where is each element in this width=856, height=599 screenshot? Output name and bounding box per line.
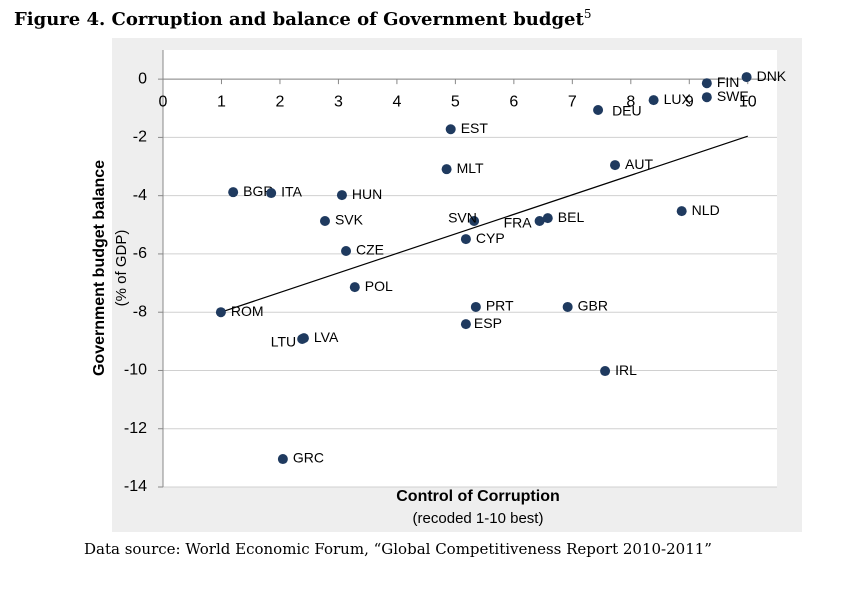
x-tick-label: 9	[685, 93, 694, 110]
point-label: BEL	[558, 209, 585, 225]
point	[542, 213, 553, 224]
point-label: GBR	[578, 298, 608, 314]
point	[676, 206, 687, 217]
point	[298, 333, 309, 344]
point	[701, 78, 712, 89]
point	[215, 307, 226, 318]
x-tick-label: 2	[275, 93, 284, 110]
point	[701, 92, 712, 103]
point	[470, 301, 481, 312]
x-tick-label: 6	[509, 93, 518, 110]
x-tick-label: 8	[626, 93, 635, 110]
plot-area	[163, 50, 777, 487]
x-tick-label: 1	[217, 93, 226, 110]
x-tick-label: 0	[159, 93, 168, 110]
y-axis-sublabel: (% of GDP)	[113, 230, 130, 307]
point-label: SVN	[448, 210, 477, 226]
y-axis-label: Government budget balance	[91, 160, 108, 376]
point	[445, 124, 456, 135]
point-label: LUX	[664, 91, 692, 107]
point-label: LTU	[271, 334, 296, 350]
point	[469, 216, 480, 227]
point	[319, 216, 330, 227]
y-tick-label: -4	[133, 187, 147, 204]
x-axis-label: Control of Corruption	[396, 488, 560, 505]
point-label: FRA	[504, 215, 533, 231]
point-label: LVA	[314, 329, 339, 345]
point	[341, 246, 352, 257]
point-label: AUT	[625, 156, 653, 172]
point-label: SVK	[335, 212, 364, 228]
point	[534, 216, 545, 227]
point	[349, 282, 360, 293]
point-label: BGR	[243, 183, 273, 199]
y-tick-label: -12	[124, 420, 147, 437]
x-tick-label: 7	[568, 93, 577, 110]
y-tick-label: -6	[133, 245, 147, 262]
x-tick-label: 5	[451, 93, 460, 110]
point-label: DEU	[612, 103, 642, 119]
point	[610, 160, 621, 171]
point-label: EST	[461, 120, 489, 136]
y-tick-label: -2	[133, 129, 147, 146]
point	[460, 319, 471, 330]
point	[741, 72, 752, 83]
y-tick-label: 0	[138, 70, 147, 87]
point-label: MLT	[457, 160, 484, 176]
point-label: HUN	[352, 186, 382, 202]
y-tick-label: -8	[133, 303, 147, 320]
point	[648, 95, 659, 106]
y-tick-label: -10	[124, 362, 147, 379]
point	[336, 190, 347, 201]
point	[228, 187, 239, 198]
x-tick-label: 3	[334, 93, 343, 110]
point-label: GRC	[293, 450, 324, 466]
point-label: NLD	[692, 202, 720, 218]
point-label: CZE	[356, 242, 384, 258]
point	[266, 188, 277, 199]
point-label: SWE	[717, 88, 749, 104]
source: Data source: World Economic Forum, “Glob…	[84, 540, 712, 558]
point-label: POL	[365, 278, 393, 294]
title-footnote: 5	[584, 7, 592, 21]
point	[562, 301, 573, 312]
x-tick-label: 10	[739, 93, 757, 110]
x-tick-label: 4	[392, 93, 401, 110]
point-label: PRT	[486, 298, 514, 314]
point-label: IRL	[615, 362, 637, 378]
point	[460, 234, 471, 245]
trend-line	[220, 135, 748, 313]
point	[600, 366, 611, 377]
point	[593, 105, 604, 116]
y-tick-label: -14	[124, 478, 147, 495]
point-label: DNK	[757, 68, 787, 84]
point-label: ITA	[281, 184, 302, 200]
point-label: CYP	[476, 230, 505, 246]
point-label: FIN	[717, 74, 740, 90]
point-label: ESP	[474, 315, 502, 331]
point	[441, 164, 452, 175]
point	[277, 454, 288, 465]
point-label: ROM	[231, 303, 264, 319]
chart-title: Figure 4. Corruption and balance of Gove…	[14, 7, 591, 31]
title-text: Figure 4. Corruption and balance of Gove…	[14, 9, 584, 30]
x-axis-sublabel: (recoded 1-10 best)	[413, 510, 544, 527]
